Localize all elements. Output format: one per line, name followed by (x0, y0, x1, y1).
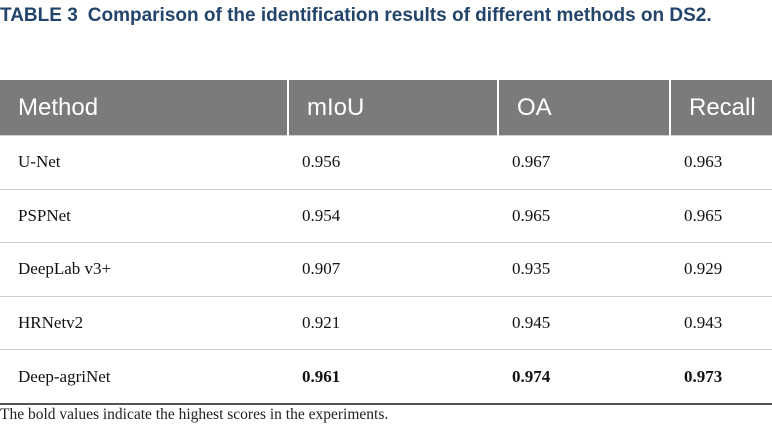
caption: TABLE 3 Comparison of the identification … (0, 2, 765, 29)
column-header: mIoU (287, 80, 498, 136)
method-cell: Deep-agriNet (0, 349, 288, 405)
table-label: TABLE 3 (0, 5, 78, 26)
value-cell: 0.907 (288, 242, 498, 297)
value-cell: 0.973 (670, 349, 772, 405)
value-cell: 0.967 (498, 135, 670, 190)
method-cell: PSPNet (0, 188, 288, 243)
header-row: Method mIoU OA Recall (0, 80, 772, 136)
value-cell: 0.943 (670, 295, 772, 350)
value-cell: 0.963 (670, 135, 772, 190)
column-header: Method (0, 80, 288, 136)
results-table: Method mIoU OA Recall U-Net 0.956 0.967 0.963 P… (0, 80, 772, 405)
value-cell: 0.945 (498, 295, 670, 350)
column-header: OA (497, 80, 670, 136)
table-row: U-Net 0.956 0.967 0.963 (0, 135, 772, 190)
table-body: U-Net 0.956 0.967 0.963 PSPNet 0.954 0.965 0.96… (0, 135, 772, 405)
table-row: PSPNet 0.954 0.965 0.965 (0, 188, 772, 243)
value-cell: 0.956 (288, 135, 498, 190)
table-row: Deep-agriNet 0.961 0.974 0.973 (0, 349, 772, 405)
value-cell: 0.961 (288, 349, 498, 405)
value-cell: 0.965 (670, 188, 772, 243)
method-cell: DeepLab v3+ (0, 242, 288, 297)
value-cell: 0.921 (288, 295, 498, 350)
footnote: The bold values indicate the highest sco… (0, 406, 389, 423)
value-cell: 0.965 (498, 188, 670, 243)
value-cell: 0.974 (498, 349, 670, 405)
value-cell: 0.954 (288, 188, 498, 243)
table-row: HRNetv2 0.921 0.945 0.943 (0, 295, 772, 350)
column-header: Recall (669, 80, 772, 136)
value-cell: 0.935 (498, 242, 670, 297)
method-cell: U-Net (0, 135, 288, 190)
table-title: Comparison of the identification results… (87, 5, 712, 26)
table-row: DeepLab v3+ 0.907 0.935 0.929 (0, 242, 772, 297)
value-cell: 0.929 (670, 242, 772, 297)
method-cell: HRNetv2 (0, 295, 288, 350)
